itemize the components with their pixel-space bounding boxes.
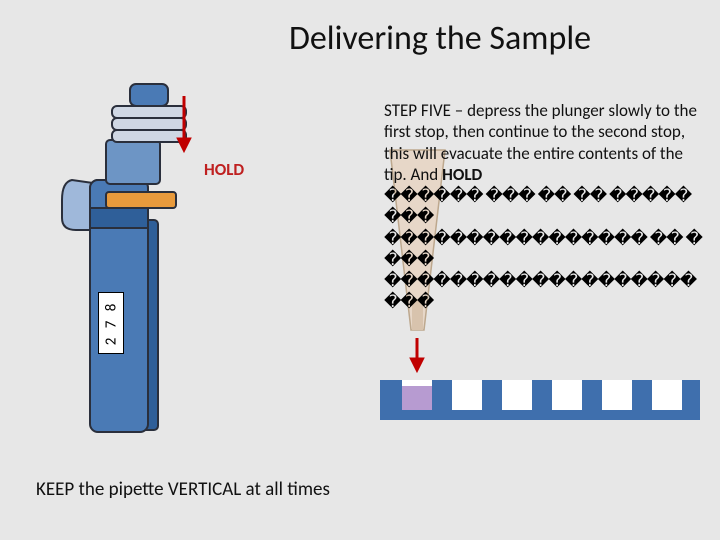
- garbled-line-2: ���������������� �� ����: [384, 228, 702, 270]
- step-text-bold: HOLD: [442, 164, 482, 185]
- pipette-illustration: [62, 84, 186, 432]
- volume-value: 2 7 8: [102, 301, 120, 346]
- step-text-prefix: STEP FIVE – depress the plunger slowly t…: [384, 100, 697, 185]
- hold-label: HOLD: [204, 159, 244, 180]
- bottom-note: KEEP the pipette VERTICAL at all times: [36, 478, 330, 501]
- volume-display: 2 7 8: [98, 292, 124, 354]
- tube-rack-illustration: [380, 380, 700, 420]
- step-description: STEP FIVE – depress the plunger slowly t…: [384, 100, 704, 313]
- garbled-line-1: ������ ��� �� �� ��������: [384, 185, 691, 227]
- dispense-arrow-icon: [410, 338, 424, 372]
- garbled-line-3: ����������������������: [384, 270, 696, 312]
